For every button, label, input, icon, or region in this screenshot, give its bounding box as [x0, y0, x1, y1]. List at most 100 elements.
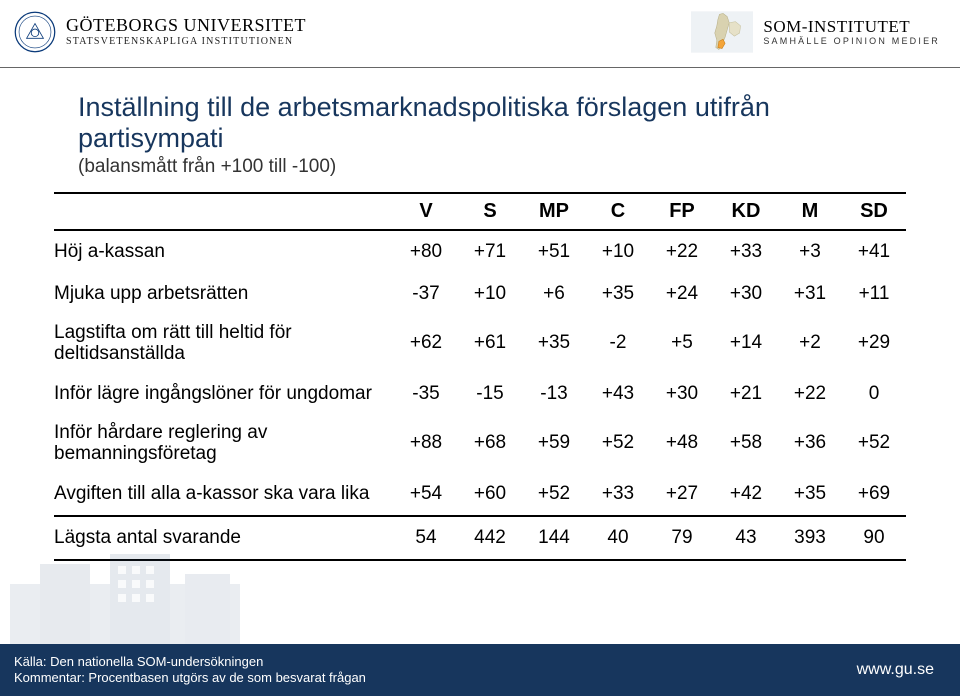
- row-label-line1: Lagstifta om rätt till heltid för: [54, 322, 292, 343]
- cell: 54: [394, 516, 458, 560]
- cell: +10: [586, 230, 650, 273]
- table-row: Mjuka upp arbetsrätten -37 +10 +6 +35 +2…: [54, 273, 906, 315]
- footer-bar: Källa: Den nationella SOM-undersökningen…: [0, 644, 960, 696]
- cell: +14: [714, 315, 778, 373]
- cell: +30: [650, 373, 714, 415]
- cell: 442: [458, 516, 522, 560]
- col-header: M: [778, 193, 842, 230]
- cell: +10: [458, 273, 522, 315]
- title-line-2: partisympati: [78, 123, 960, 154]
- row-label: Avgiften till alla a-kassor ska vara lik…: [54, 473, 394, 516]
- title-block: Inställning till de arbetsmarknadspoliti…: [0, 68, 960, 178]
- university-text: GÖTEBORGS UNIVERSITET STATSVETENSKAPLIGA…: [66, 16, 306, 47]
- cell: +41: [842, 230, 906, 273]
- university-name: GÖTEBORGS UNIVERSITET: [66, 16, 306, 35]
- col-header: S: [458, 193, 522, 230]
- cell: +5: [650, 315, 714, 373]
- cell: +22: [650, 230, 714, 273]
- row-label-line2: deltidsanställda: [54, 344, 394, 365]
- cell: +31: [778, 273, 842, 315]
- cell: 40: [586, 516, 650, 560]
- subtitle: (balansmått från +100 till -100): [78, 156, 960, 178]
- cell: 0: [842, 373, 906, 415]
- cell: +33: [714, 230, 778, 273]
- table-row: Lagstifta om rätt till heltid för deltid…: [54, 315, 906, 373]
- cell: +43: [586, 373, 650, 415]
- col-blank: [54, 193, 394, 230]
- table-row: Avgiften till alla a-kassor ska vara lik…: [54, 473, 906, 516]
- cell: +35: [778, 473, 842, 516]
- cell: +88: [394, 415, 458, 473]
- cell: +6: [522, 273, 586, 315]
- cell: +60: [458, 473, 522, 516]
- cell: +80: [394, 230, 458, 273]
- table-wrap: V S MP C FP KD M SD Höj a-kassan +80 +71…: [0, 178, 960, 561]
- cell: 144: [522, 516, 586, 560]
- cell: +2: [778, 315, 842, 373]
- cell: +22: [778, 373, 842, 415]
- cell: +58: [714, 415, 778, 473]
- header-left: GÖTEBORGS UNIVERSITET STATSVETENSKAPLIGA…: [14, 11, 306, 53]
- cell: 43: [714, 516, 778, 560]
- data-table: V S MP C FP KD M SD Höj a-kassan +80 +71…: [54, 192, 906, 561]
- footer-source: Källa: Den nationella SOM-undersökningen: [14, 654, 366, 670]
- cell: +33: [586, 473, 650, 516]
- cell: +68: [458, 415, 522, 473]
- cell: +62: [394, 315, 458, 373]
- table-row: Inför lägre ingångslöner för ungdomar -3…: [54, 373, 906, 415]
- cell: +71: [458, 230, 522, 273]
- cell: +35: [522, 315, 586, 373]
- row-label: Inför lägre ingångslöner för ungdomar: [54, 373, 394, 415]
- cell: +24: [650, 273, 714, 315]
- cell: 79: [650, 516, 714, 560]
- cell: +59: [522, 415, 586, 473]
- cell: +51: [522, 230, 586, 273]
- col-header: C: [586, 193, 650, 230]
- col-header: KD: [714, 193, 778, 230]
- cell: -13: [522, 373, 586, 415]
- col-header: MP: [522, 193, 586, 230]
- row-label: Höj a-kassan: [54, 230, 394, 273]
- sweden-map-icon: [691, 11, 753, 53]
- cell: +29: [842, 315, 906, 373]
- footer-url: www.gu.se: [857, 661, 934, 679]
- cell: +21: [714, 373, 778, 415]
- cell: +27: [650, 473, 714, 516]
- cell: +61: [458, 315, 522, 373]
- row-label-line1: Inför hårdare reglering av: [54, 422, 267, 443]
- cell: -35: [394, 373, 458, 415]
- som-name: SOM-INSTITUTET: [763, 18, 910, 35]
- cell: +69: [842, 473, 906, 516]
- cell: -37: [394, 273, 458, 315]
- cell: +3: [778, 230, 842, 273]
- table-row: Inför hårdare reglering av bemanningsför…: [54, 415, 906, 473]
- department-name: STATSVETENSKAPLIGA INSTITUTIONEN: [66, 37, 306, 48]
- col-header: SD: [842, 193, 906, 230]
- row-label: Mjuka upp arbetsrätten: [54, 273, 394, 315]
- table-header-row: V S MP C FP KD M SD: [54, 193, 906, 230]
- som-text: SOM-INSTITUTET SAMHÄLLE OPINION MEDIER: [763, 18, 940, 46]
- cell: +36: [778, 415, 842, 473]
- cell: -15: [458, 373, 522, 415]
- row-label: Lagstifta om rätt till heltid för deltid…: [54, 315, 394, 373]
- cell: 90: [842, 516, 906, 560]
- summary-label: Lägsta antal svarande: [54, 516, 394, 560]
- header-bar: GÖTEBORGS UNIVERSITET STATSVETENSKAPLIGA…: [0, 0, 960, 68]
- title-line-1: Inställning till de arbetsmarknadspoliti…: [78, 92, 960, 123]
- cell: -2: [586, 315, 650, 373]
- footer-comment: Kommentar: Procentbasen utgörs av de som…: [14, 670, 366, 686]
- cell: 393: [778, 516, 842, 560]
- col-header: FP: [650, 193, 714, 230]
- summary-row: Lägsta antal svarande 54 442 144 40 79 4…: [54, 516, 906, 560]
- col-header: V: [394, 193, 458, 230]
- row-label: Inför hårdare reglering av bemanningsför…: [54, 415, 394, 473]
- university-seal-icon: [14, 11, 56, 53]
- cell: +52: [842, 415, 906, 473]
- cell: +52: [586, 415, 650, 473]
- cell: +48: [650, 415, 714, 473]
- footer-left: Källa: Den nationella SOM-undersökningen…: [14, 654, 366, 687]
- table-row: Höj a-kassan +80 +71 +51 +10 +22 +33 +3 …: [54, 230, 906, 273]
- slide: GÖTEBORGS UNIVERSITET STATSVETENSKAPLIGA…: [0, 0, 960, 696]
- cell: +35: [586, 273, 650, 315]
- cell: +52: [522, 473, 586, 516]
